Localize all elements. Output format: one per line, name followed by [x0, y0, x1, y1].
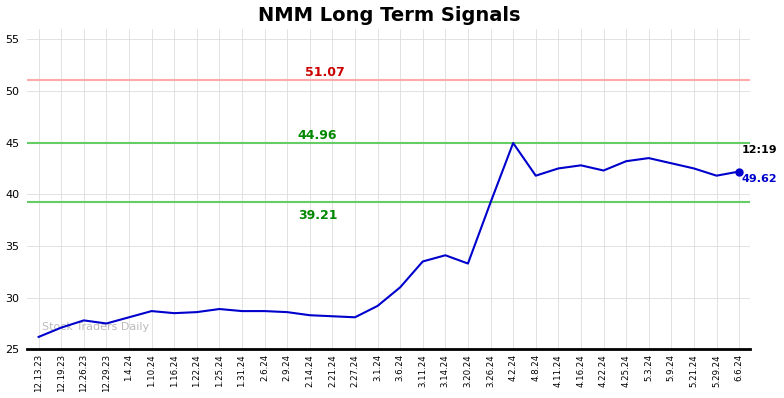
Text: Stock Traders Daily: Stock Traders Daily [42, 322, 149, 332]
Text: 44.96: 44.96 [298, 129, 337, 142]
Text: 49.62: 49.62 [742, 174, 777, 183]
Text: 12:19: 12:19 [742, 145, 777, 155]
Text: 51.07: 51.07 [305, 66, 344, 79]
Text: 39.21: 39.21 [298, 209, 337, 222]
Title: NMM Long Term Signals: NMM Long Term Signals [258, 6, 520, 25]
